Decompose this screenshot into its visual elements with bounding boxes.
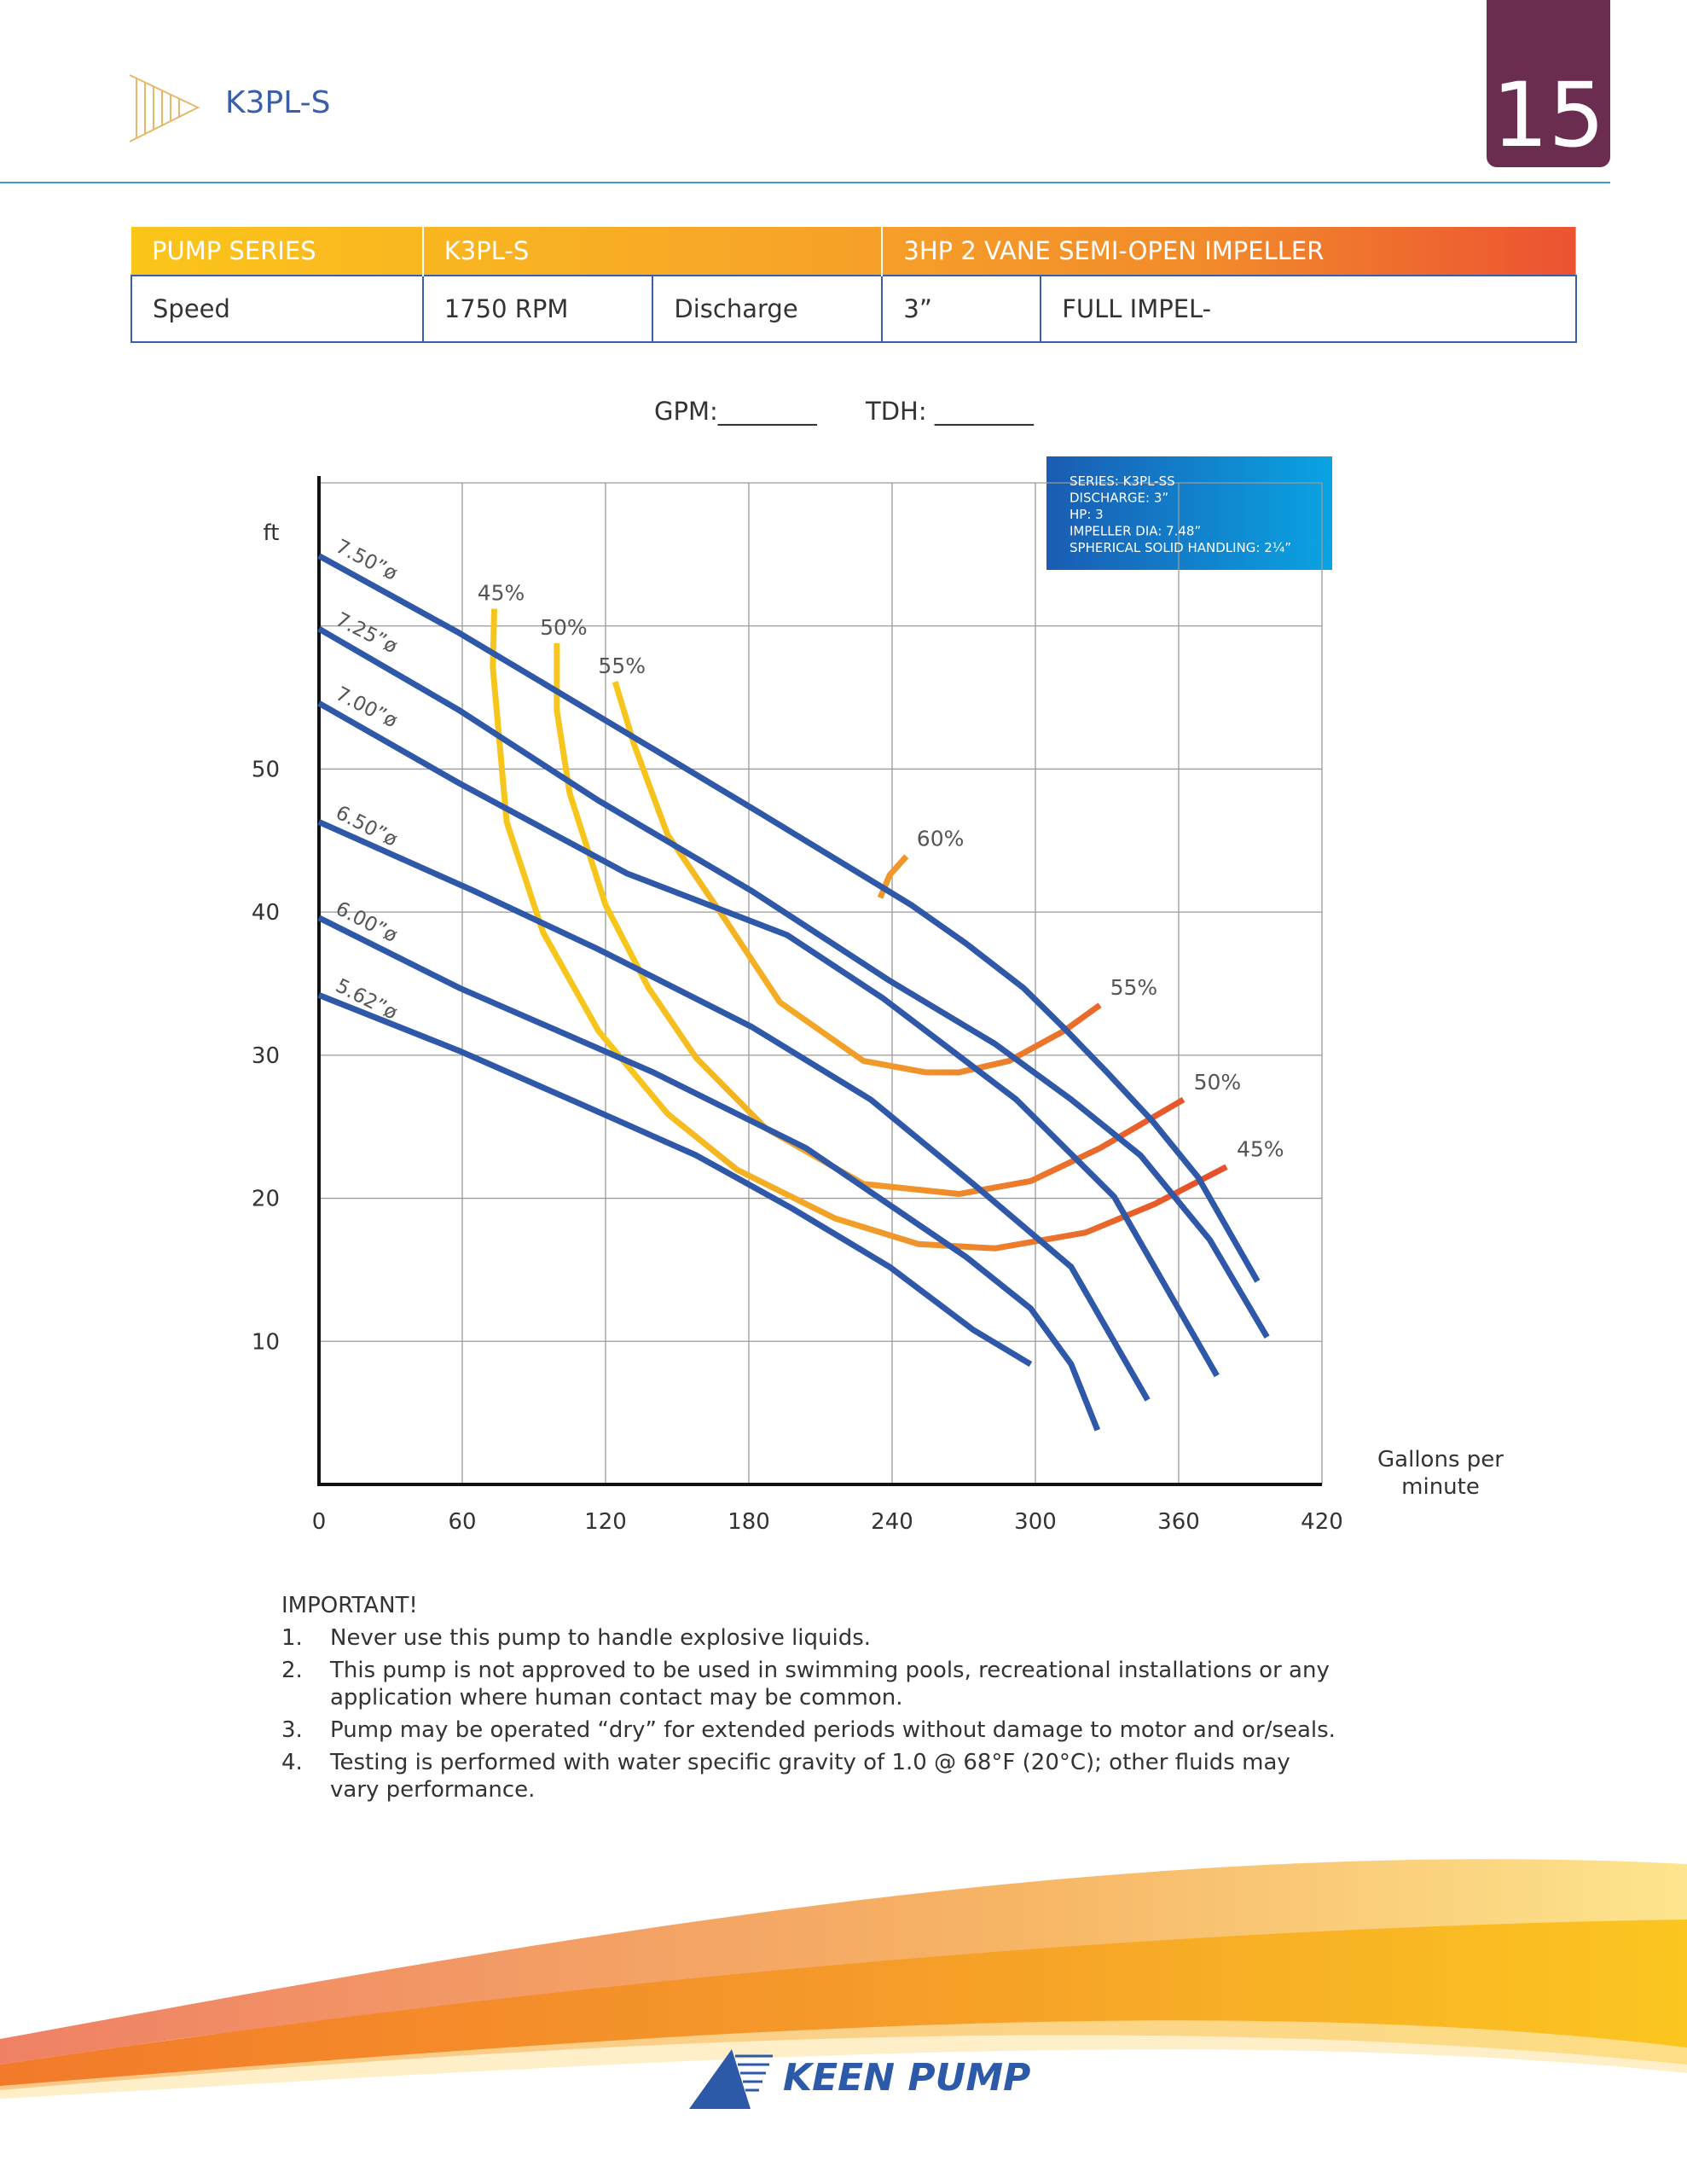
note-item: 2. This pump is not approved to be used i…: [281, 1657, 1456, 1711]
page-number: 15: [1487, 0, 1610, 167]
info-line: HP: 3: [1070, 507, 1104, 522]
efficiency-label: 45%: [1237, 1137, 1284, 1162]
efficiency-curve: [490, 608, 1228, 1252]
y-axis-label: ft: [264, 520, 280, 546]
x-tick-label: 180: [728, 1509, 770, 1535]
note-item: 1. Never use this pump to handle explosiv…: [281, 1624, 1456, 1652]
efficiency-label: 50%: [540, 615, 588, 640]
table-header: K3PL-S: [421, 227, 883, 276]
efficiency-label: 55%: [1110, 975, 1158, 1000]
impeller-curve: [317, 626, 1270, 1339]
impeller-label: 7.25”ø: [332, 608, 401, 658]
info-line: IMPELLER DIA: 7.48”: [1070, 524, 1201, 539]
table-cell: Discharge: [652, 275, 884, 343]
x-tick-label: 360: [1157, 1509, 1200, 1535]
note-text: Testing is performed with water specific…: [330, 1750, 1290, 1803]
note-text: Pump may be operated “dry” for extended …: [330, 1717, 1336, 1743]
impeller-label: 7.00”ø: [332, 682, 401, 732]
table-cell: Speed: [130, 275, 424, 343]
impeller-curve: [317, 700, 1220, 1378]
y-tick-label: 30: [252, 1043, 280, 1069]
x-axis-label: Gallons per minute: [1377, 1447, 1504, 1500]
footer-logo: [689, 2049, 773, 2109]
y-tick-label: 20: [252, 1187, 280, 1212]
y-tick-label: 50: [252, 757, 280, 782]
note-text: This pump is not approved to be used in …: [330, 1658, 1330, 1711]
footer-swoosh: [0, 1859, 1687, 2099]
efficiency-label: 55%: [598, 653, 646, 678]
info-box: [1046, 456, 1332, 570]
info-line: SPHERICAL SOLID HANDLING: 2¼”: [1070, 540, 1291, 555]
y-tick-label: 10: [252, 1329, 280, 1355]
note-item: 3. Pump may be operated “dry” for extende…: [281, 1716, 1456, 1744]
info-line: DISCHARGE: 3”: [1070, 491, 1168, 506]
gpm-field: GPM:________: [654, 397, 817, 426]
impeller-curve: [317, 992, 1033, 1368]
efficiency-label: 60%: [917, 827, 965, 851]
x-tick-label: 60: [448, 1509, 476, 1535]
footer-brand: KEEN PUMP: [783, 2056, 1031, 2100]
info-line: SERIES: K3PL-SS: [1070, 473, 1175, 489]
efficiency-label: 50%: [1194, 1070, 1242, 1095]
x-tick-label: 300: [1014, 1509, 1057, 1535]
note-number: 2.: [281, 1658, 303, 1683]
notes-title: IMPORTANT!: [281, 1593, 418, 1618]
note-text: Never use this pump to handle explosive …: [330, 1625, 872, 1651]
x-tick-label: 0: [312, 1509, 327, 1535]
table-cell: 3”: [881, 275, 1042, 343]
y-tick-label: 40: [252, 900, 280, 926]
spec-table: PUMP SERIES K3PL-S 3HP 2 VANE SEMI-OPEN IM…: [130, 227, 1577, 343]
tdh-field: TDH: ________: [866, 397, 1034, 426]
notes: IMPORTANT! 1. Never use this pump to hand…: [281, 1592, 1456, 1804]
impeller-label: 7.50”ø: [332, 536, 401, 585]
efficiency-curve: [612, 681, 1102, 1076]
efficiency-label: 45%: [478, 581, 525, 606]
impeller-curve: [317, 553, 1261, 1283]
header-logo: [129, 74, 200, 142]
x-tick-label: 240: [871, 1509, 913, 1535]
table-header: PUMP SERIES: [152, 236, 316, 265]
x-tick-label: 120: [584, 1509, 627, 1535]
impeller-curve: [317, 915, 1101, 1432]
header-rule: [0, 182, 1610, 183]
impeller-curve: [317, 819, 1151, 1402]
table-header: 3HP 2 VANE SEMI-OPEN IMPELLER: [881, 227, 1576, 276]
header-title: K3PL-S: [225, 85, 331, 120]
note-item: 4. Testing is performed with water specif…: [281, 1749, 1456, 1804]
note-number: 3.: [281, 1717, 303, 1743]
table-cell: 1750 RPM: [421, 275, 654, 343]
note-number: 4.: [281, 1750, 303, 1775]
table-cell: FULL IMPEL-: [1040, 275, 1577, 343]
x-tick-label: 420: [1301, 1509, 1343, 1535]
note-number: 1.: [281, 1625, 303, 1651]
